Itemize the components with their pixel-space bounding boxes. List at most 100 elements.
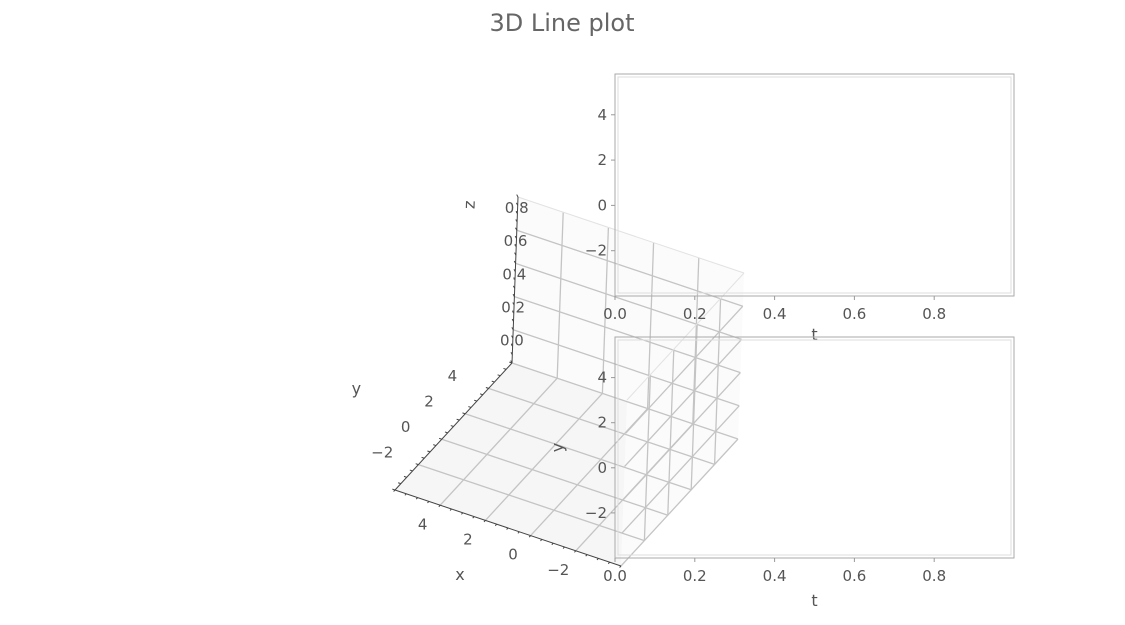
plot-3d-grid-x — [439, 377, 558, 506]
plot-top-x-tick-label: 0.8 — [922, 305, 946, 323]
plot-3d-x-tick-label: −2 — [547, 561, 569, 579]
plot-3d-y-tick-mark — [397, 482, 402, 485]
plot-top-frame — [614, 73, 1015, 297]
plot-3d-x-tick-mark — [506, 527, 509, 530]
plot-3d-z-tick-mark — [511, 335, 514, 339]
plot-3d-z-tick-label: 0.0 — [500, 332, 524, 350]
plot-3d-y-tick-label: 4 — [448, 367, 458, 385]
plot-3d-x-tick-mark — [517, 531, 520, 534]
plot-3d-x-tick-mark — [562, 546, 565, 549]
plot-3d-y-tick-mark — [403, 475, 407, 478]
plot-3d-grid-y — [488, 387, 715, 466]
plot-3d-grid-y — [713, 298, 722, 465]
plot-3d-grid-y — [464, 413, 692, 491]
plot-top-x-tick-label: 0.2 — [683, 305, 707, 323]
plot-3d-z-tick-mark — [515, 219, 518, 223]
plot-3d-grid-x — [646, 242, 655, 409]
plot-3d-grid-x — [484, 392, 603, 521]
plot-3d-grid-z — [620, 438, 739, 567]
plot-3d-z-tick-label: 0.2 — [501, 298, 525, 316]
plot-3d-z-tick-mark — [512, 293, 515, 297]
plot-3d-grid-z — [516, 229, 744, 307]
plot-top-x-tick-label: 0.6 — [842, 305, 866, 323]
plot-3d-y-tick-mark — [409, 469, 413, 472]
plot-3d-grid-y — [418, 463, 645, 542]
plot-bottom-y-tick-label: −2 — [585, 504, 607, 522]
plot-3d-z-tick-mark — [512, 285, 516, 289]
plot-3d-grid-x — [692, 257, 700, 424]
plot-3d-grid-z — [624, 338, 743, 467]
plot-bottom-y-tick-label: 0 — [597, 459, 607, 477]
plot-top-y-tick-label: −2 — [585, 242, 607, 260]
plot-3d-z-tick-mark — [515, 202, 519, 206]
plot-top-x-tick-label: 0.0 — [603, 305, 627, 323]
plot-3d-x-tick-mark — [415, 497, 418, 500]
plot-3d-z-tick-mark — [515, 227, 518, 231]
plot-3d-y-tick-mark — [456, 418, 460, 421]
plot-3d-y-tick-label: 0 — [401, 418, 411, 436]
plot-3d-y-tick-mark — [392, 488, 396, 491]
plot-bottom-y-tick-label: 4 — [597, 369, 607, 387]
plot-3d-x-tick-mark — [461, 512, 464, 515]
plot-3d-z-tick-mark — [511, 318, 514, 322]
plot-3d-x-tick-mark — [596, 558, 599, 561]
plot-3d-grid-x — [601, 227, 610, 394]
plot-3d-gridlines — [418, 196, 745, 567]
plot-top-x-tick-label: 0.4 — [763, 305, 787, 323]
plot-3d-z-tick-mark — [513, 277, 516, 281]
plot-3d-pane-edge — [517, 196, 745, 274]
plot-bottom-y-tick-label: 2 — [597, 414, 607, 432]
plot-3d-grid-z — [515, 262, 742, 341]
plot-3d-x-label: x — [455, 565, 464, 584]
plot-3d-z-tick-mark — [512, 310, 515, 314]
plot-3d-x-tick-mark — [528, 535, 531, 538]
plot-3d-grid-y — [643, 374, 652, 541]
plot-bottom-x-tick-label: 0.6 — [842, 567, 866, 585]
plot-3d-grid-y — [690, 323, 698, 490]
plot-bottom-x-tick-label: 0.8 — [922, 567, 946, 585]
plot-3d-z-tick-mark — [510, 360, 513, 364]
plot-3d-grid-z — [511, 362, 739, 440]
plot-top-y-tick-label: 4 — [597, 106, 607, 124]
plot-3d-x-tick-mark — [585, 554, 588, 557]
plot-3d-grid-z — [625, 305, 744, 434]
plot-3d-z-tick-label: 0.6 — [504, 232, 528, 250]
plot-3d-y-tick-mark — [468, 406, 472, 408]
plot-3d-x-tick-mark — [449, 508, 452, 511]
plot-3d-z-tick-mark — [513, 260, 517, 264]
plot-3d-x-tick-label: 4 — [418, 515, 428, 533]
plot-bottom-inner-frame — [617, 339, 1012, 556]
plot-3d-x-tick-mark — [427, 501, 430, 504]
plot-3d-panes — [395, 197, 744, 566]
plot-3d-grid-x — [556, 212, 564, 379]
plot-3d-y-tick-mark — [433, 444, 437, 447]
plot-top-x-label: t — [811, 325, 817, 344]
plot-3d-z-tick-mark — [511, 327, 514, 331]
plot-3d-x-tick-mark — [607, 561, 611, 565]
plot-3d-x-tick-mark — [619, 565, 622, 568]
plot-3d-y-tick-mark — [491, 380, 495, 383]
plot-3d-y-tick-mark — [427, 450, 431, 453]
plot-3d-y-tick-mark — [415, 463, 419, 466]
plot-3d-grid-y — [667, 349, 675, 516]
plot-3d-y-tick-mark — [479, 393, 483, 396]
plot-3d-grid-z — [621, 405, 740, 534]
plot-3d-y-tick-mark — [503, 367, 507, 370]
plot-3d-y-tick-mark — [462, 412, 466, 415]
plot-3d-grid-z — [622, 372, 741, 501]
plot-3d-y-tick-mark — [485, 387, 489, 389]
plot-3d-z-tick-mark — [510, 352, 513, 355]
plot-top-inner-frame — [617, 76, 1012, 294]
plot-3d-z-tick-label: 0.8 — [505, 199, 529, 217]
plot-3d-x-tick-mark — [404, 493, 407, 496]
plot-bottom-frame — [614, 336, 1015, 559]
plot-3d-x-tick-mark — [551, 542, 554, 546]
plot-3d-x-tick-label: 2 — [463, 530, 473, 548]
plot-3d-z-tick-mark — [512, 302, 515, 306]
plot-bottom-x-tick-label: 0.4 — [763, 567, 787, 585]
plot-3d-y-tick-label: −2 — [371, 443, 393, 461]
plot-3d-x-tick-label: 0 — [508, 546, 518, 564]
